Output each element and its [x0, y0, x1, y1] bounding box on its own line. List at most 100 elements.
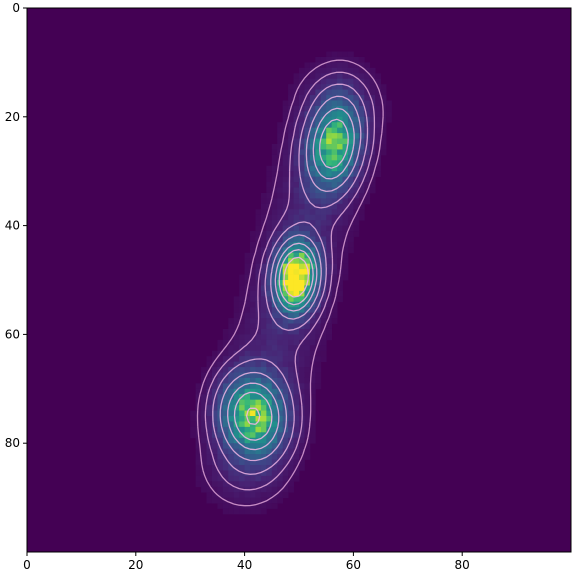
heatmap-cell [315, 111, 322, 118]
heatmap-cell [239, 377, 245, 384]
heatmap-cell [244, 312, 251, 319]
heatmap-cell [299, 144, 305, 150]
heatmap-cell [353, 67, 360, 74]
heatmap-cell [315, 323, 322, 330]
heatmap-cell [266, 443, 273, 450]
heatmap-cell [239, 399, 245, 406]
heatmap-cell [353, 192, 360, 199]
heatmap-cell [309, 388, 316, 395]
heatmap-cell [282, 328, 289, 335]
heatmap-cell [201, 367, 207, 373]
heatmap-cell [315, 165, 322, 172]
heatmap-cell [315, 95, 322, 101]
heatmap-cell [282, 280, 289, 286]
heatmap-cell [364, 144, 371, 150]
heatmap-cell [353, 122, 360, 129]
heatmap-cell [342, 241, 349, 248]
x-tick-label: 80 [455, 558, 470, 572]
heatmap-cell [271, 410, 278, 417]
heatmap-cell [315, 307, 322, 314]
heatmap-cell [293, 78, 300, 85]
heatmap-cell [337, 192, 343, 199]
heatmap-cell [211, 432, 218, 439]
heatmap-cell [282, 138, 289, 145]
heatmap-cell [239, 323, 245, 330]
heatmap-cell [266, 252, 273, 259]
heatmap-cell [233, 481, 240, 488]
heatmap-cell [288, 89, 294, 96]
heatmap-cell [299, 214, 305, 221]
heatmap-cell [315, 296, 322, 303]
heatmap-cell [288, 410, 294, 417]
heatmap-cell [299, 252, 305, 259]
heatmap-cell [337, 100, 343, 107]
heatmap-cell [206, 410, 213, 417]
heatmap-cell [331, 269, 338, 275]
heatmap-cell [320, 171, 327, 178]
heatmap-cell [337, 62, 343, 69]
heatmap-cell [309, 236, 316, 243]
heatmap-cell [228, 334, 235, 341]
heatmap-cell [320, 203, 327, 210]
heatmap-cell [288, 290, 294, 297]
heatmap-cell [277, 312, 284, 319]
heatmap-cell [266, 350, 273, 357]
heatmap-cell [353, 171, 360, 178]
heatmap-cell [315, 198, 322, 205]
heatmap-cell [244, 258, 251, 265]
heatmap-cell [309, 247, 316, 254]
heatmap-cell [304, 247, 311, 254]
heatmap-cell [293, 290, 300, 297]
heatmap-cell [299, 301, 305, 308]
heatmap-cell [315, 122, 322, 129]
heatmap-cell [239, 290, 245, 297]
heatmap-cell [288, 296, 294, 303]
heatmap-cell [239, 405, 245, 411]
y-tick-label: 40 [5, 219, 20, 233]
heatmap-cell [250, 328, 256, 335]
heatmap-cell [206, 464, 213, 471]
heatmap-cell [266, 470, 273, 477]
heatmap-cell [315, 334, 322, 341]
heatmap-cell [358, 138, 365, 145]
heatmap-cell [353, 133, 360, 139]
heatmap-cell [358, 56, 365, 63]
heatmap-cell [201, 432, 207, 439]
heatmap-cell [260, 198, 267, 205]
heatmap-cell [375, 160, 381, 167]
heatmap-cell [228, 454, 235, 460]
heatmap-cell [288, 127, 294, 134]
heatmap-cell [358, 111, 365, 118]
heatmap-cell [217, 492, 224, 498]
heatmap-cell [293, 258, 300, 265]
heatmap-cell [309, 154, 316, 161]
heatmap-cell [282, 176, 289, 183]
heatmap-cell [277, 263, 284, 270]
heatmap-cell [326, 78, 333, 85]
heatmap-cell [260, 301, 267, 308]
heatmap-cell [320, 274, 327, 281]
heatmap-cell [239, 410, 245, 417]
heatmap-cell [293, 339, 300, 346]
heatmap-cell [342, 133, 349, 139]
heatmap-cell [233, 367, 240, 373]
heatmap-cell [260, 339, 267, 346]
heatmap-cell [320, 138, 327, 145]
heatmap-cell [299, 154, 305, 161]
heatmap-cell [233, 377, 240, 384]
heatmap-cell [282, 182, 289, 188]
heatmap-cell [277, 247, 284, 254]
heatmap-cell [320, 198, 327, 205]
heatmap-cell [260, 214, 267, 221]
heatmap-cell [282, 486, 289, 493]
heatmap-cell [326, 301, 333, 308]
heatmap-cell [282, 231, 289, 237]
heatmap-cell [282, 263, 289, 270]
heatmap-cell [326, 209, 333, 216]
heatmap-cell [293, 100, 300, 107]
heatmap-cell [337, 84, 343, 90]
heatmap-cell [375, 78, 381, 85]
heatmap-cell [282, 470, 289, 477]
heatmap-cell [271, 443, 278, 450]
heatmap-cell [260, 334, 267, 341]
